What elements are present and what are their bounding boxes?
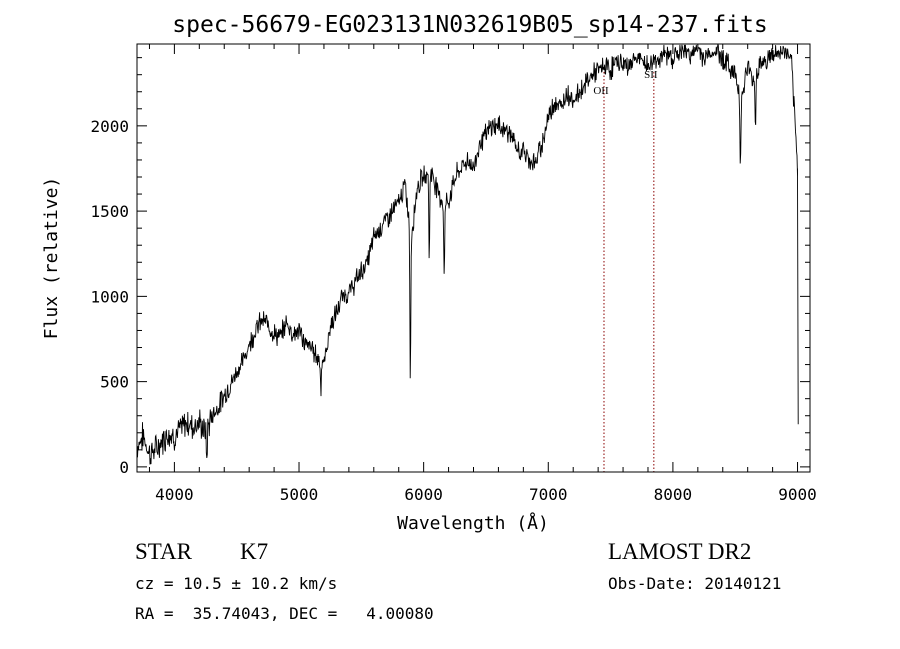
x-tick-label: 8000 — [654, 485, 693, 504]
y-axis-ticks: 0 500 1000 1500 2000 — [90, 57, 810, 477]
spectrum-line — [136, 44, 799, 465]
line-marker-label: OII — [593, 85, 609, 97]
y-tick-label: 500 — [100, 373, 129, 392]
y-tick-label: 1500 — [90, 202, 129, 221]
survey-name: LAMOST DR2 — [608, 539, 752, 564]
x-tick-label: 7000 — [529, 485, 568, 504]
line-marker-label: SII — [644, 69, 658, 81]
x-axis-ticks: 4000 5000 6000 7000 8000 9000 — [148, 44, 817, 504]
x-tick-label: 6000 — [404, 485, 443, 504]
plot-frame — [136, 43, 811, 473]
object-subclass: K7 — [240, 539, 269, 564]
observation-date: Obs-Date: 20140121 — [608, 574, 782, 593]
coordinates: RA = 35.74043, DEC = 4.00080 — [135, 604, 434, 623]
spectrum-chart: spec-56679-EG023131N032619B05_sp14-237.f… — [41, 12, 817, 534]
redshift-velocity: cz = 10.5 ± 10.2 km/s — [135, 574, 338, 593]
y-axis-label: Flux (relative) — [41, 177, 62, 340]
x-tick-label: 9000 — [778, 485, 817, 504]
y-tick-label: 1000 — [90, 287, 129, 306]
chart-title: spec-56679-EG023131N032619B05_sp14-237.f… — [172, 12, 767, 38]
line-markers: OII SII — [593, 69, 658, 472]
x-tick-label: 4000 — [155, 485, 194, 504]
x-tick-label: 5000 — [280, 485, 319, 504]
plot-area: OII SII — [136, 43, 811, 473]
object-class: STAR — [135, 539, 192, 564]
x-axis-label: Wavelength (Å) — [397, 512, 549, 534]
y-tick-label: 2000 — [90, 117, 129, 136]
y-tick-label: 0 — [119, 458, 129, 477]
